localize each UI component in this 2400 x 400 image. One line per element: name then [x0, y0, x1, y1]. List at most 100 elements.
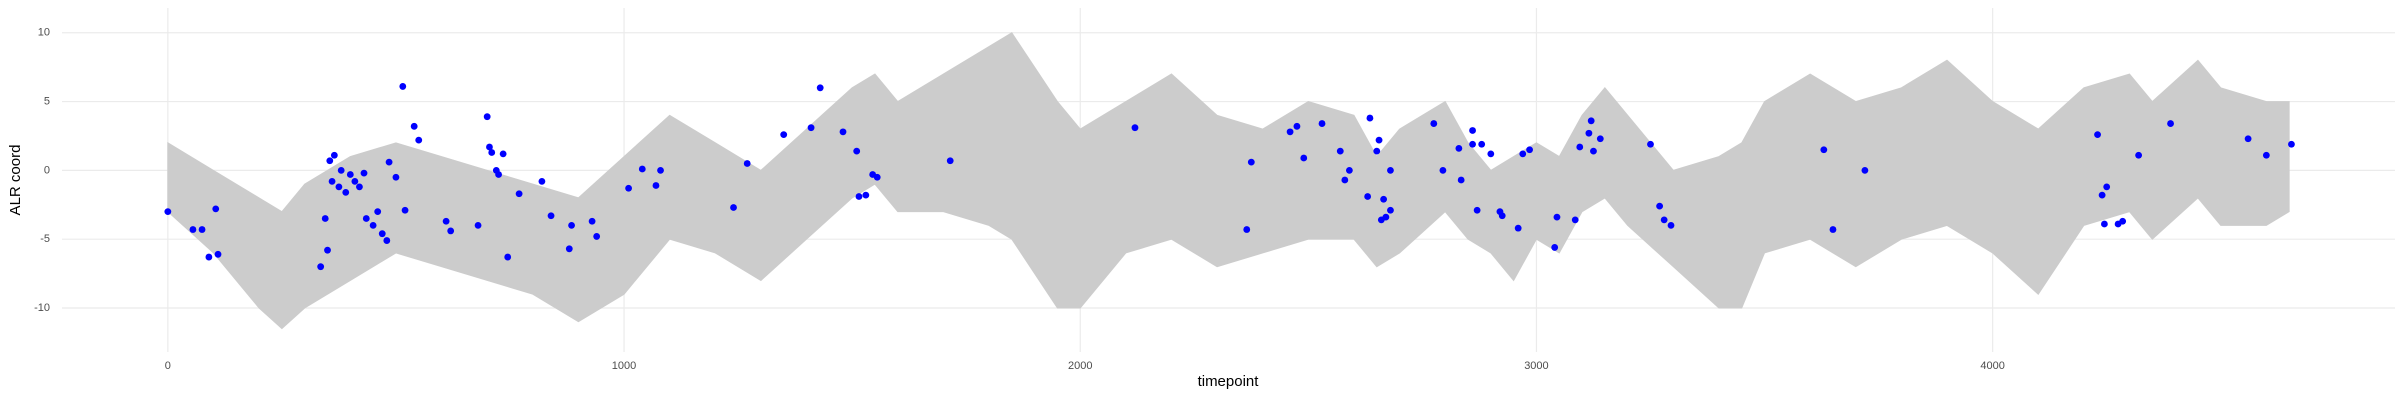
point: [369, 222, 377, 229]
point: [1590, 147, 1597, 155]
point: [1247, 158, 1255, 166]
point: [807, 124, 815, 132]
point: [214, 250, 222, 258]
point: [1478, 140, 1486, 148]
point: [1861, 166, 1869, 174]
point: [1387, 166, 1394, 174]
point: [1455, 144, 1463, 152]
point: [780, 131, 788, 138]
point: [1373, 147, 1381, 155]
x-axis-title: timepoint: [1198, 373, 1260, 390]
point: [1131, 124, 1139, 132]
point: [946, 157, 954, 165]
point: [447, 227, 455, 235]
point: [326, 157, 334, 165]
point: [337, 166, 345, 174]
point: [730, 204, 737, 211]
y-tick-label: 0: [44, 164, 50, 176]
point: [415, 136, 423, 144]
point: [1585, 129, 1593, 137]
point: [486, 143, 493, 151]
point: [504, 253, 512, 261]
point: [2094, 131, 2101, 138]
point: [1473, 206, 1481, 214]
x-tick-label: 3000: [1524, 360, 1548, 372]
point: [2288, 140, 2295, 148]
point: [1375, 136, 1383, 144]
point: [399, 83, 407, 90]
point: [1300, 154, 1308, 162]
point: [862, 191, 870, 199]
point: [410, 122, 418, 130]
point: [1667, 222, 1675, 229]
point: [1551, 244, 1559, 251]
point: [515, 190, 523, 198]
point: [1457, 176, 1465, 184]
point: [321, 215, 329, 222]
point: [212, 205, 220, 213]
point: [1829, 226, 1837, 233]
point: [2103, 183, 2111, 191]
point: [547, 212, 555, 220]
point: [2101, 220, 2108, 228]
point: [853, 147, 861, 155]
point: [1514, 224, 1522, 232]
point: [1519, 150, 1527, 158]
point: [1469, 140, 1476, 148]
point: [378, 230, 386, 238]
point: [1587, 117, 1595, 125]
point: [499, 150, 507, 158]
point: [816, 84, 824, 92]
point: [2167, 120, 2174, 127]
point: [1318, 120, 1326, 127]
point: [588, 217, 596, 225]
y-tick-label: 5: [44, 95, 50, 107]
point: [1336, 147, 1344, 155]
y-tick-label: 10: [38, 27, 50, 39]
point: [362, 215, 370, 222]
ribbon: [167, 32, 2290, 330]
point: [1286, 128, 1294, 136]
point: [392, 173, 400, 181]
point: [1430, 120, 1438, 127]
point: [625, 184, 632, 192]
point: [360, 169, 368, 177]
point: [205, 253, 213, 261]
point: [1656, 202, 1664, 210]
point: [324, 246, 331, 254]
point: [1366, 114, 1374, 122]
point: [873, 173, 881, 181]
point: [164, 208, 172, 216]
point: [198, 226, 206, 233]
point: [1387, 206, 1394, 214]
point: [1660, 216, 1668, 224]
point: [342, 188, 350, 196]
point: [1439, 166, 1447, 174]
point: [2098, 191, 2106, 199]
point: [1596, 135, 1604, 143]
point: [565, 245, 573, 253]
point: [1293, 122, 1301, 130]
point: [495, 171, 502, 178]
point: [1345, 166, 1353, 174]
point: [189, 226, 197, 233]
point: [1647, 140, 1654, 148]
point: [1526, 146, 1533, 154]
point: [1380, 195, 1388, 203]
point: [855, 193, 863, 200]
point: [330, 151, 338, 159]
point: [374, 208, 382, 216]
point: [657, 166, 664, 174]
point: [1243, 226, 1251, 233]
y-axis-title: ALR coord: [7, 145, 24, 216]
point: [356, 183, 363, 191]
point: [839, 128, 847, 136]
x-tick-label: 2000: [1068, 360, 1092, 372]
point: [638, 165, 646, 173]
point: [2119, 217, 2127, 225]
point: [2244, 135, 2252, 143]
point: [351, 177, 359, 185]
point: [385, 158, 393, 166]
point: [568, 222, 575, 229]
